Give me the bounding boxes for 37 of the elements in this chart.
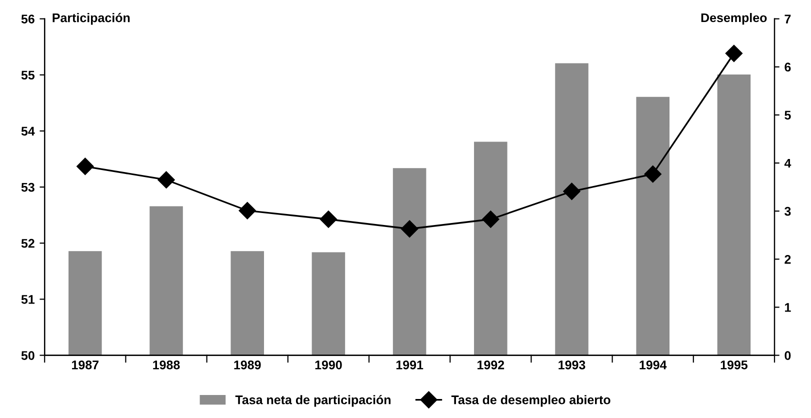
y2-tick-label: 3 (784, 206, 791, 216)
x-tick-label: 1987 (72, 360, 99, 370)
x-tick-label: 1988 (153, 360, 180, 370)
point (725, 44, 743, 62)
y-axis-title: Participación (52, 12, 130, 25)
y-tick-label: 55 (21, 70, 35, 80)
x-tick-label: 1992 (478, 360, 504, 370)
point (76, 158, 94, 175)
x-tick-label: 1991 (396, 360, 424, 370)
y2-tick-label: 7 (784, 14, 791, 24)
y-tick-label: 53 (21, 182, 34, 192)
y-tick-label: 51 (21, 295, 35, 304)
legend-label: Tasa neta de participación (235, 394, 390, 407)
y-tick-label: 54 (21, 126, 35, 136)
y2-tick-label: 0 (784, 351, 791, 360)
y-tick-label: 56 (21, 14, 34, 24)
point (158, 171, 175, 188)
y-tick-label: 52 (21, 238, 34, 248)
x-tick-label: 1989 (234, 360, 261, 370)
point (482, 210, 500, 228)
y2-tick-label: 6 (784, 62, 791, 72)
x-tick-label: 1995 (720, 360, 748, 370)
y2-tick-label: 2 (784, 254, 791, 264)
point (320, 210, 338, 228)
y2-tick-label: 5 (784, 110, 791, 120)
y2-axis-title: Desempleo (701, 12, 767, 25)
point (238, 202, 256, 220)
y-tick-label: 50 (21, 351, 34, 360)
x-tick-label: 1990 (315, 360, 342, 370)
x-tick-label: 1994 (640, 360, 667, 370)
y2-tick-label: 1 (785, 303, 791, 312)
y2-tick-label: 4 (784, 158, 792, 168)
legend-label: Tasa de desempleo abierto (451, 395, 610, 407)
x-tick-label: 1993 (558, 360, 586, 370)
point (563, 182, 580, 200)
point (644, 166, 662, 183)
point (401, 220, 418, 238)
